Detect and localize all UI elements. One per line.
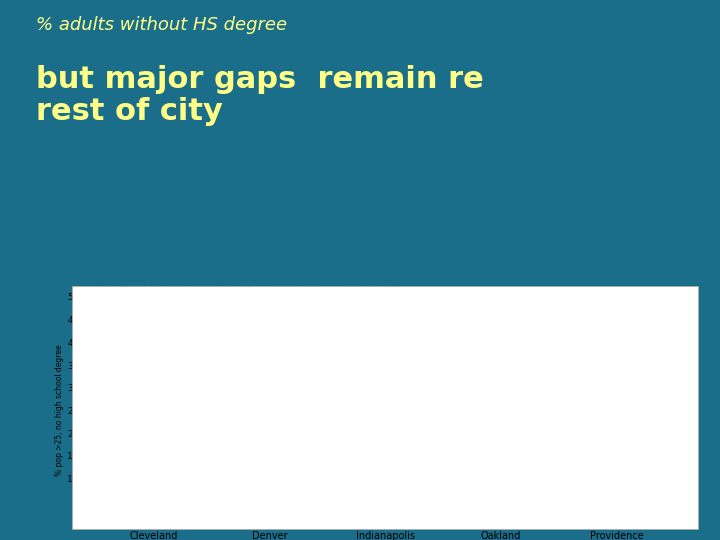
- Bar: [269, 456, 310, 524]
- Text: 17: 17: [400, 436, 411, 445]
- Text: 40: 40: [243, 332, 255, 341]
- Bar: [576, 324, 616, 524]
- Text: 36: 36: [359, 350, 371, 359]
- Text: 30: 30: [128, 377, 140, 386]
- Text: 23: 23: [516, 409, 527, 417]
- Text: 5: 5: [171, 490, 177, 500]
- Bar: [385, 447, 426, 524]
- Bar: [229, 342, 269, 524]
- Bar: [345, 361, 385, 524]
- Text: 15: 15: [284, 445, 296, 454]
- Bar: [616, 388, 657, 524]
- Text: 30: 30: [631, 377, 642, 386]
- Bar: [460, 320, 501, 524]
- Bar: [501, 420, 541, 524]
- Text: but major gaps  remain re
rest of city: but major gaps remain re rest of city: [36, 65, 484, 126]
- Text: % adults without HS degree: % adults without HS degree: [36, 16, 287, 34]
- Text: 44: 44: [590, 313, 602, 322]
- Legend: hi poverty neich. 2000, other tracts 2000: hi poverty neich. 2000, other tracts 200…: [555, 301, 680, 330]
- Text: 45: 45: [475, 309, 486, 318]
- Y-axis label: % pop >25, no high school degree: % pop >25, no high school degree: [55, 345, 65, 476]
- Text: Pct. of Population with no High School Degree  high vs. low poverty tracts, 2000: Pct. of Population with no High School D…: [99, 286, 405, 295]
- Bar: [114, 388, 154, 524]
- Bar: [154, 501, 194, 524]
